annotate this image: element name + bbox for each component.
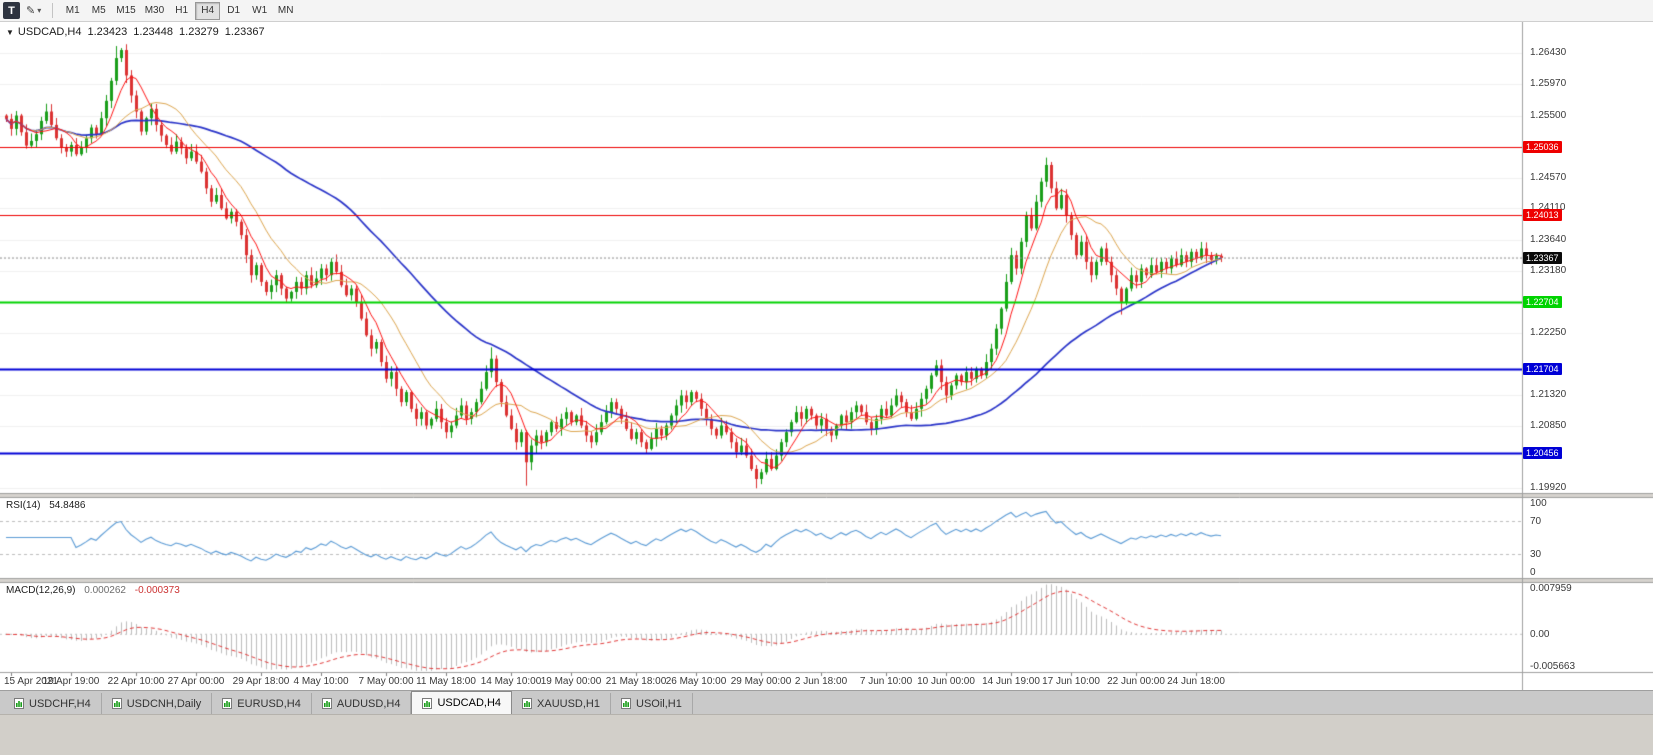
chart-tab-label: AUDUSD,H4 (336, 697, 401, 710)
mini-chart-icon (522, 698, 533, 709)
chart-tab-label: USOil,H1 (636, 697, 682, 710)
timeframe-button-h1[interactable]: H1 (175, 5, 189, 16)
mini-chart-icon (14, 698, 24, 709)
chart-window: 1.26430 1.25970 1.25500 1.24570 1.24110 1.236… (0, 22, 1653, 690)
pencil-icon: ✎ (26, 5, 36, 17)
macd-indicator-label: MACD(12,26,9) 0.000262 -0.000373 (6, 585, 180, 596)
chart-tab-usdcad-h4[interactable]: USDCAD,H4 (411, 691, 513, 714)
ohlc-high: 1.23448 (133, 26, 174, 38)
toolbar: T ✎ ▾ M1 M5 M15 M30 H1 H4 D1 W1 MN (0, 0, 1653, 22)
ohlc-open: 1.23423 (87, 26, 128, 38)
chart-tab-xauusd-h1[interactable]: XAUUSD,H1 (512, 693, 611, 714)
timeframe-button-m5[interactable]: M5 (91, 5, 106, 16)
macd-main-value: 0.000262 (84, 585, 126, 596)
mini-chart-icon (111, 698, 122, 709)
toolbar-separator (52, 3, 54, 18)
timeframe-button-m15[interactable]: M15 (116, 5, 136, 16)
mini-chart-icon (222, 698, 233, 709)
chart-tab-usdcnh-daily[interactable]: USDCNH,Daily (101, 693, 213, 714)
chart-tab-label: USDCAD,H4 (437, 697, 502, 709)
ohlc-low: 1.23279 (179, 26, 219, 38)
rsi-indicator-label: RSI(14) 54.8486 (6, 500, 85, 511)
status-bar (0, 714, 1653, 755)
chart-tab-label: XAUUSD,H1 (537, 697, 600, 710)
chart-tab-usoil-h1[interactable]: USOil,H1 (611, 693, 693, 714)
ohlc-close: 1.23367 (224, 26, 265, 38)
mini-chart-icon (422, 697, 433, 709)
chart-tab-eurusd-h4[interactable]: EURUSD,H4 (212, 693, 312, 714)
chart-tab-label: EURUSD,H4 (237, 697, 301, 710)
chart-tab-label: USDCHF,H4 (29, 697, 91, 710)
symbol-name: USDCAD,H4 (17, 26, 82, 38)
one-click-trading-arrow-icon[interactable]: ▼ (6, 27, 14, 37)
macd-name: MACD(12,26,9) (6, 585, 76, 596)
chart-tab-audusd-h4[interactable]: AUDUSD,H4 (311, 693, 412, 714)
timeframe-group: M1 M5 M15 M30 H1 H4 D1 W1 MN (60, 1, 299, 20)
timeframe-button-w1[interactable]: W1 (252, 5, 268, 16)
chart-tab-label: USDCNH,Daily (126, 697, 202, 710)
chart-tab-bar: USDCHF,H4 USDCNH,Daily EURUSD,H4 AUDUSD,H4 U… (0, 690, 1653, 714)
timeframe-button-h4[interactable]: H4 (195, 1, 221, 20)
price-chart-canvas[interactable] (0, 22, 1653, 690)
chevron-down-icon: ▾ (37, 6, 42, 15)
rsi-name: RSI(14) (6, 500, 41, 511)
chart-tab-usdchf-h4[interactable]: USDCHF,H4 (4, 693, 102, 714)
mini-chart-icon (621, 698, 631, 709)
timeframe-button-m30[interactable]: M30 (144, 5, 165, 16)
app-icon[interactable]: T (3, 2, 20, 19)
draw-tools-button[interactable]: ✎ ▾ (22, 2, 45, 20)
rsi-value: 54.8486 (49, 500, 86, 511)
symbol-ohlc-label: ▼ USDCAD,H4 1.23423 1.23448 1.23279 1.23… (6, 26, 265, 38)
timeframe-button-mn[interactable]: MN (277, 5, 294, 16)
mini-chart-icon (321, 698, 332, 709)
macd-signal-value: -0.000373 (134, 585, 180, 596)
timeframe-button-m1[interactable]: M1 (65, 5, 80, 16)
timeframe-button-d1[interactable]: D1 (227, 5, 241, 16)
